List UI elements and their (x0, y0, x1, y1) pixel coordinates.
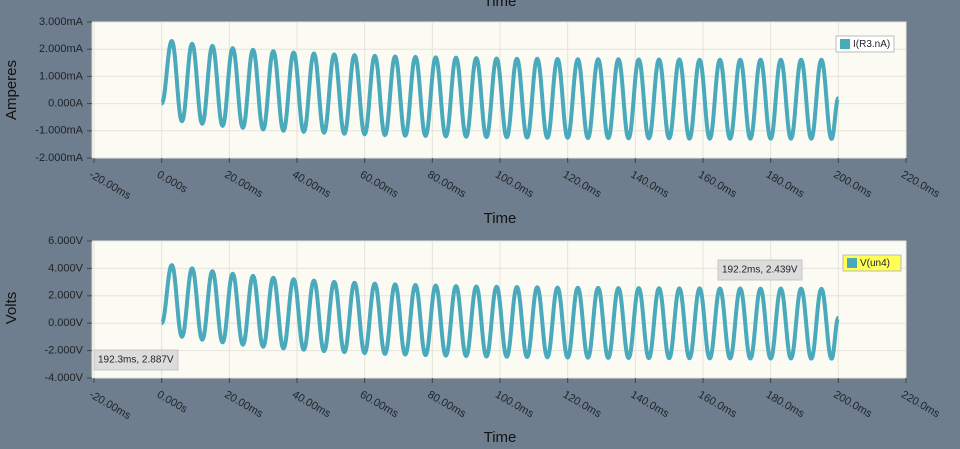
legend-label: I(R3.nA) (853, 39, 890, 50)
y-tick-label: 0.000V (48, 317, 84, 329)
series-line (159, 39, 841, 141)
x-axis-title: Time (484, 429, 517, 446)
cursor-tooltip: 192.3ms, 2.887V (93, 349, 179, 371)
cropped-axis-title: Time (484, 0, 517, 10)
cursor-tooltip: 192.2ms, 2.439V (717, 259, 803, 281)
x-axis-title: Time (484, 210, 517, 227)
y-tick-label: -2.000V (44, 345, 83, 357)
y-tick-label: 3.000mA (39, 16, 84, 28)
tooltip-text: 192.3ms, 2.887V (98, 355, 174, 366)
y-tick-label: -1.000mA (35, 125, 83, 137)
y-tick-label: 1.000mA (39, 70, 84, 82)
y-tick-label: 2.000mA (39, 43, 84, 55)
y-axis-title: Amperes (3, 60, 20, 120)
tooltip-text: 192.2ms, 2.439V (722, 265, 798, 276)
y-tick-label: 4.000V (48, 262, 84, 274)
legend-label: V(un4) (860, 258, 890, 269)
y-tick-label: 0.000A (48, 98, 84, 110)
series-line (159, 263, 841, 361)
legend-swatch (847, 258, 857, 268)
legend: I(R3.nA) (835, 35, 895, 53)
y-tick-label: 6.000V (48, 235, 84, 247)
legend-box (842, 254, 902, 272)
y-tick-label: -2.000mA (35, 152, 83, 164)
tooltip-box (93, 349, 179, 371)
legend-swatch (840, 39, 850, 49)
legend: V(un4) (842, 254, 902, 272)
tooltip-box (717, 259, 803, 281)
y-tick-label: -4.000V (44, 372, 83, 384)
y-tick-label: 2.000V (48, 290, 84, 302)
y-axis-title: Volts (3, 292, 20, 325)
legend-box (835, 35, 895, 53)
